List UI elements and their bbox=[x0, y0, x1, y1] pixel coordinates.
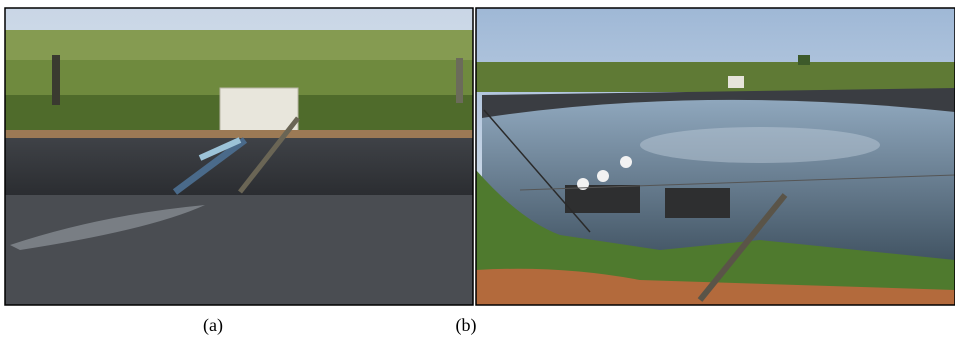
corn-field bbox=[476, 62, 955, 92]
panel-label: (a) bbox=[203, 315, 223, 336]
photo-b bbox=[476, 8, 955, 305]
photo-a bbox=[5, 8, 473, 305]
tree bbox=[798, 55, 810, 65]
corn-tops bbox=[5, 30, 473, 60]
post bbox=[52, 55, 60, 105]
tank bbox=[220, 88, 298, 136]
reflection bbox=[640, 127, 880, 163]
float bbox=[597, 170, 609, 182]
net bbox=[665, 188, 730, 218]
tank bbox=[728, 76, 744, 88]
net bbox=[565, 185, 640, 213]
soil bbox=[5, 130, 473, 138]
lagoon-surface bbox=[5, 195, 473, 305]
panel-label: (b) bbox=[456, 315, 477, 336]
figure: (a) (b) bbox=[0, 0, 955, 337]
post bbox=[456, 58, 463, 103]
float bbox=[620, 156, 632, 168]
